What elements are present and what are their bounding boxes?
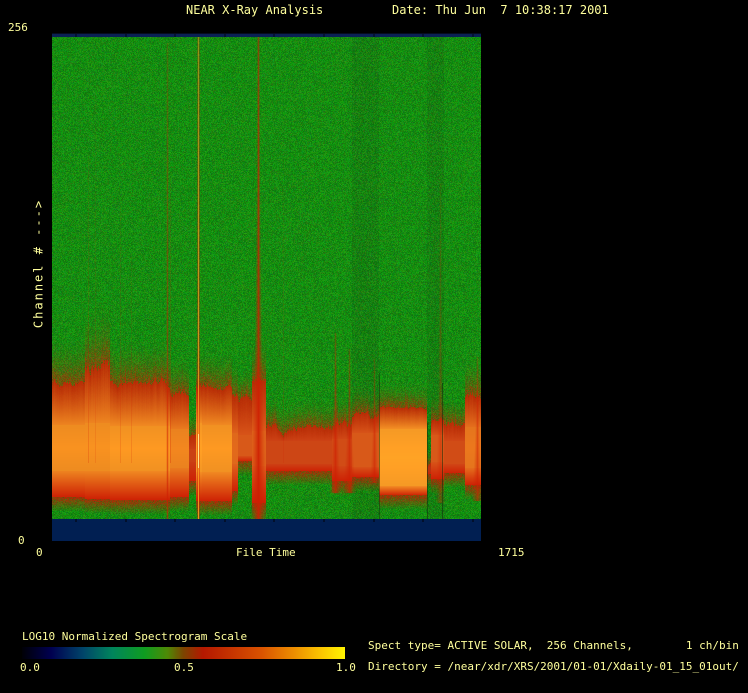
colorbar-gradient [22,647,345,659]
directory-line: Directory = /near/xdr/XRS/2001/01-01/Xda… [368,660,739,673]
x-axis-title: File Time [236,546,296,559]
colorbar-title: LOG10 Normalized Spectrogram Scale [22,630,248,643]
spectrogram-canvas [52,33,481,541]
x-axis-min-tick: 0 [36,546,43,559]
y-axis-min-tick: 0 [18,534,25,547]
y-axis-title: Channel # ---> [31,191,46,337]
colorbar-tick-mid: 0.5 [174,661,194,674]
spect-type-line: Spect type= ACTIVE SOLAR, 256 Channels, … [368,639,739,652]
y-axis-max-tick: 256 [8,21,28,34]
header-date: Date: Thu Jun 7 10:38:17 2001 [392,3,609,17]
page-title: NEAR X-Ray Analysis [186,3,324,17]
x-axis-max-tick: 1715 [498,546,525,559]
colorbar-tick-max: 1.0 [336,661,356,674]
y-axis-title-text: Channel # ---> [31,198,46,329]
colorbar-tick-min: 0.0 [20,661,40,674]
